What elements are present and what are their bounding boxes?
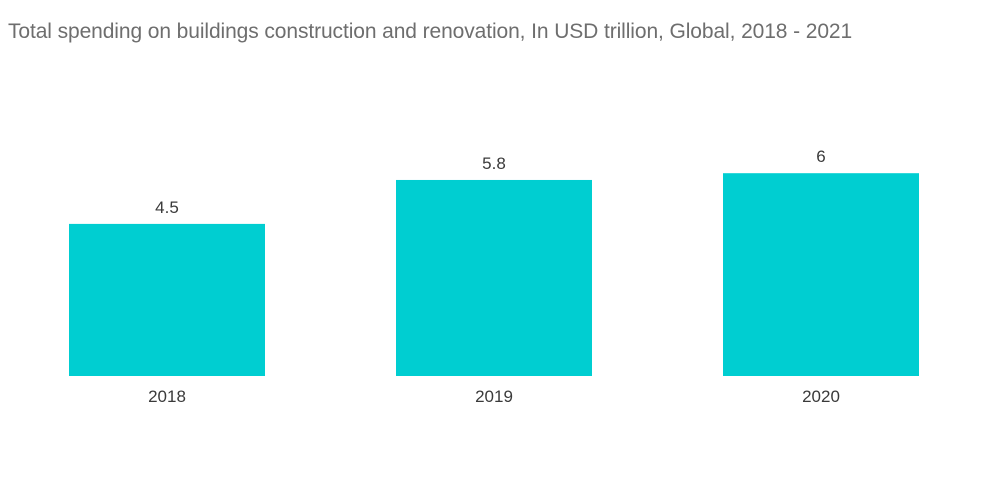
bar-2019 — [396, 179, 592, 376]
bars-group — [69, 173, 919, 376]
bar-value-label-2019: 5.8 — [482, 154, 506, 173]
x-tick-label-2018: 2018 — [148, 387, 186, 406]
bar-2018 — [69, 223, 265, 376]
x-tick-label-2020: 2020 — [802, 387, 840, 406]
bar-value-label-2020: 6 — [816, 147, 825, 166]
x-tick-label-2019: 2019 — [475, 387, 513, 406]
value-labels-group: 4.5 5.8 6 — [155, 147, 826, 217]
bar-value-label-2018: 4.5 — [155, 198, 179, 217]
x-axis-tick-labels: 2018 2019 2020 — [148, 387, 840, 406]
chart-title: Total spending on buildings construction… — [8, 20, 853, 43]
bar-2020 — [723, 173, 919, 376]
